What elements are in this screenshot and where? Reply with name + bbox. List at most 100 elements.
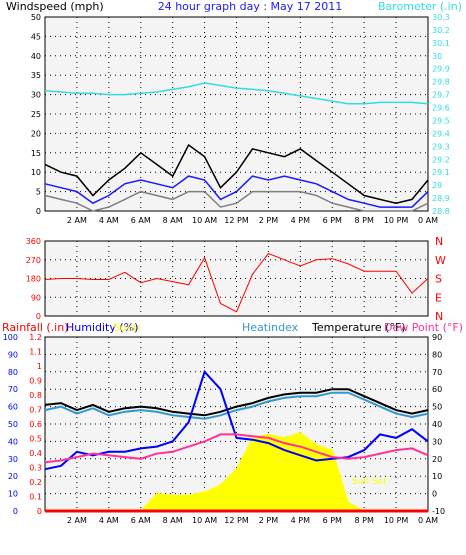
wind-tick-label: 25	[31, 110, 41, 119]
wind-tick-label: 0	[36, 207, 41, 216]
barometer-tick-label: 30	[432, 52, 442, 61]
temperature-tick-label: 60	[432, 385, 442, 394]
time-tick-label: 10 PM	[384, 216, 409, 225]
direction-line	[44, 252, 429, 313]
time-tick-label: 4 AM	[99, 216, 119, 225]
wind-avg-line	[44, 175, 429, 208]
humidity-tick-label: 30	[8, 455, 18, 464]
wind-tick-label: 10	[31, 168, 41, 177]
heatindex-line	[44, 391, 429, 420]
humidity-tick-label: 10	[8, 490, 18, 499]
time-tick-label: 8 PM	[354, 216, 373, 225]
humidity-tick-label: 100	[3, 333, 18, 342]
barometer-tick-label: 29.3	[432, 142, 450, 151]
time-tick-label: 6 AM	[131, 216, 151, 225]
barometer-tick-label: 30.1	[432, 39, 450, 48]
sunset-annotation: Sun Set	[352, 477, 387, 487]
direction-plot-area	[44, 240, 429, 317]
temperature-tick-label: 10	[432, 472, 442, 481]
rainfall-tick-label: 1.2	[29, 333, 42, 342]
humidity-tick-label: 90	[8, 350, 18, 359]
wind-axis-title: Windspeed (mph)	[6, 0, 104, 13]
barometer-tick-label: 29.9	[432, 65, 450, 74]
solar-axis-title: Solar	[113, 321, 142, 334]
direction-tick-label: 90	[31, 293, 41, 302]
wind-tick-label: 30	[31, 91, 41, 100]
wind-tick-label: 5	[36, 188, 41, 197]
barometer-tick-label: 28.8	[432, 207, 450, 216]
time-tick-label: 0 AM	[418, 516, 438, 525]
heatindex-legend: Heatindex	[242, 321, 299, 334]
time-tick-label: 10 AM	[192, 516, 217, 525]
wind-tick-label: 20	[31, 129, 41, 138]
rainfall-tick-label: 0.1	[29, 493, 42, 502]
direction-tick-label: 0	[36, 312, 41, 321]
compass-label: S	[435, 273, 442, 286]
time-tick-label: 6 PM	[323, 516, 342, 525]
wind-tick-label: 15	[31, 149, 41, 158]
temperature-line	[44, 388, 429, 417]
humidity-axis-title: Humidity (%)	[66, 321, 138, 334]
time-tick-label: 8 AM	[163, 516, 183, 525]
temperature-tick-label: 0	[432, 490, 437, 499]
time-tick-label: 2 AM	[67, 216, 87, 225]
rainfall-tick-label: 0.7	[29, 406, 42, 415]
wind-plot-area	[44, 16, 429, 212]
rainfall-axis-title: Rainfall (.in)	[2, 321, 69, 334]
humidity-tick-label: 60	[8, 403, 18, 412]
time-tick-label: 8 AM	[163, 216, 183, 225]
rainfall-tick-label: 0.9	[29, 377, 42, 386]
humidity-tick-label: 50	[8, 420, 18, 429]
humidity-tick-label: 70	[8, 385, 18, 394]
compass-label: E	[435, 291, 442, 304]
temperature-tick-label: 40	[432, 420, 442, 429]
time-tick-label: 12 PM	[224, 216, 249, 225]
barometer-line	[44, 82, 429, 105]
time-tick-label: 2 PM	[259, 216, 278, 225]
temperature-tick-label: 70	[432, 368, 442, 377]
humidity-tick-label: 80	[8, 368, 18, 377]
temperature-tick-label: 90	[432, 333, 442, 342]
rainfall-tick-label: 0.8	[29, 391, 42, 400]
rainfall-tick-label: 0	[37, 507, 42, 516]
compass-label: N	[435, 235, 443, 248]
barometer-tick-label: 29.4	[432, 129, 450, 138]
dewpoint-axis-title: Dew Point (°F)	[384, 321, 463, 334]
temperature-axis-title: Temperature (°F)	[311, 321, 406, 334]
rainfall-tick-label: 0.4	[29, 449, 42, 458]
wind-max-line	[44, 143, 429, 204]
chart-title: 24 hour graph day : May 17 2011	[158, 0, 343, 13]
temperature-tick-label: 30	[432, 437, 442, 446]
direction-tick-label: 360	[26, 237, 41, 246]
humidity-tick-label: 40	[8, 437, 18, 446]
time-tick-label: 6 AM	[131, 516, 151, 525]
compass-label: W	[435, 254, 446, 267]
barometer-tick-label: 29.5	[432, 116, 450, 125]
barometer-tick-label: 28.9	[432, 194, 450, 203]
time-tick-label: 8 PM	[354, 516, 373, 525]
rainfall-tick-label: 0.2	[29, 478, 42, 487]
time-tick-label: 10 AM	[192, 216, 217, 225]
temperature-tick-label: 20	[432, 455, 442, 464]
humidity-tick-label: 0	[13, 507, 18, 516]
barometer-tick-label: 29.8	[432, 78, 450, 87]
wind-tick-label: 40	[31, 52, 41, 61]
time-tick-label: 2 AM	[67, 516, 87, 525]
rainfall-tick-label: 0.6	[29, 420, 42, 429]
time-tick-label: 10 PM	[384, 516, 409, 525]
rainfall-tick-label: 1	[37, 362, 42, 371]
rainfall-tick-label: 0.5	[29, 435, 42, 444]
barometer-tick-label: 29.7	[432, 91, 450, 100]
wind-min-line	[44, 190, 429, 212]
barometer-axis-title: Barometer (.in)	[378, 0, 462, 13]
temperature-tick-label: 50	[432, 403, 442, 412]
time-tick-label: 12 PM	[224, 516, 249, 525]
barometer-tick-label: 29.6	[432, 104, 450, 113]
barometer-tick-label: 30.3	[432, 13, 450, 22]
time-tick-label: 0 AM	[418, 216, 438, 225]
temperature-tick-label: 80	[432, 350, 442, 359]
barometer-tick-label: 29.2	[432, 155, 450, 164]
dewpoint-line	[44, 433, 429, 464]
